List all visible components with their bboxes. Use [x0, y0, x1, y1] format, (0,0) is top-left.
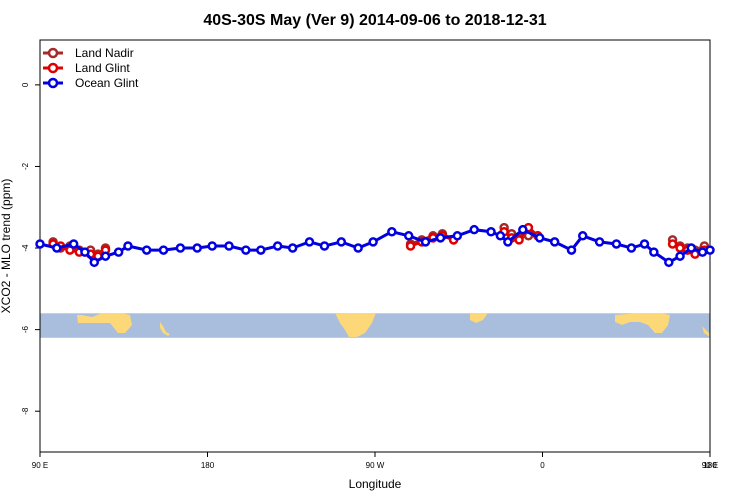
data-point — [68, 239, 79, 249]
data-point — [272, 241, 283, 251]
y-axis-label: XCO2 - MLO trend (ppm) — [0, 179, 13, 314]
series-ocean-glint — [35, 224, 715, 268]
legend-label: Ocean Glint — [75, 76, 139, 90]
data-point — [566, 245, 577, 255]
data-point — [52, 243, 62, 253]
data-point — [192, 243, 202, 253]
data-point — [319, 241, 330, 251]
map-land — [470, 313, 488, 323]
data-point — [353, 243, 363, 253]
data-point — [705, 245, 715, 255]
data-point — [420, 237, 431, 247]
legend-marker — [47, 62, 59, 74]
data-point — [452, 231, 463, 241]
data-point — [667, 239, 678, 249]
data-point — [495, 231, 506, 241]
data-point — [469, 224, 479, 235]
y-axis: 0 -2 -4 -6 -8 — [21, 82, 40, 415]
data-point — [405, 241, 416, 251]
data-point — [403, 231, 414, 241]
legend-item: Land Nadir — [43, 46, 134, 60]
data-point — [35, 239, 45, 249]
data-point — [639, 239, 650, 249]
data-point — [435, 233, 446, 243]
data-point — [241, 245, 251, 255]
y-tick-label: -6 — [21, 326, 30, 334]
map-band — [40, 313, 710, 338]
data-point — [141, 245, 152, 255]
legend-marker — [47, 77, 59, 89]
x-tick-label: 180 — [703, 461, 717, 470]
data-point — [675, 243, 685, 253]
data-point — [256, 245, 266, 255]
y-tick-label: -4 — [21, 244, 30, 252]
map-land — [77, 313, 132, 333]
data-point — [534, 233, 545, 243]
data-point — [387, 226, 397, 237]
data-point — [697, 247, 708, 257]
legend-item: Land Glint — [43, 61, 130, 75]
data-point — [486, 226, 496, 237]
data-point — [649, 247, 659, 257]
data-point — [514, 235, 524, 245]
data-point — [175, 243, 186, 253]
x-tick-label: 0 — [540, 461, 545, 470]
data-point — [664, 257, 674, 268]
data-point — [686, 243, 697, 253]
x-tick-label: 180 — [201, 461, 215, 470]
data-point — [123, 241, 133, 251]
data-point — [89, 257, 100, 268]
data-point — [287, 243, 298, 253]
map-ocean — [40, 313, 710, 338]
x-tick-label: 90 E — [32, 461, 48, 470]
chart-title: 40S-30S May (Ver 9) 2014-09-06 to 2018-1… — [203, 12, 546, 29]
data-point — [577, 231, 588, 241]
data-point — [158, 245, 169, 255]
y-tick-label: -2 — [21, 162, 30, 170]
y-tick-label: 0 — [21, 82, 30, 87]
data-point — [626, 243, 637, 253]
data-point — [549, 237, 560, 247]
data-point — [503, 237, 513, 247]
y-tick-label: -8 — [21, 407, 30, 415]
legend-marker — [47, 47, 59, 59]
x-tick-label: 90 E — [702, 461, 718, 470]
data-point — [336, 237, 347, 247]
data-point — [611, 239, 622, 249]
data-point — [518, 224, 528, 235]
data-point — [675, 251, 685, 261]
legend-label: Land Glint — [75, 61, 130, 75]
x-tick-label: 90 W — [366, 461, 385, 470]
series-group — [35, 222, 715, 268]
data-point — [368, 237, 378, 247]
x-axis-label: Longitude — [349, 477, 402, 491]
data-point — [304, 237, 315, 247]
map-land — [615, 313, 670, 333]
map-land — [335, 313, 376, 337]
legend-item: Ocean Glint — [43, 76, 139, 90]
data-point — [80, 247, 90, 257]
map-land — [702, 326, 710, 337]
data-point — [594, 237, 605, 247]
data-point — [207, 241, 217, 251]
data-point — [113, 247, 124, 257]
data-point — [224, 241, 234, 251]
data-point — [100, 251, 111, 261]
map-land — [160, 322, 170, 336]
legend-label: Land Nadir — [75, 46, 134, 60]
